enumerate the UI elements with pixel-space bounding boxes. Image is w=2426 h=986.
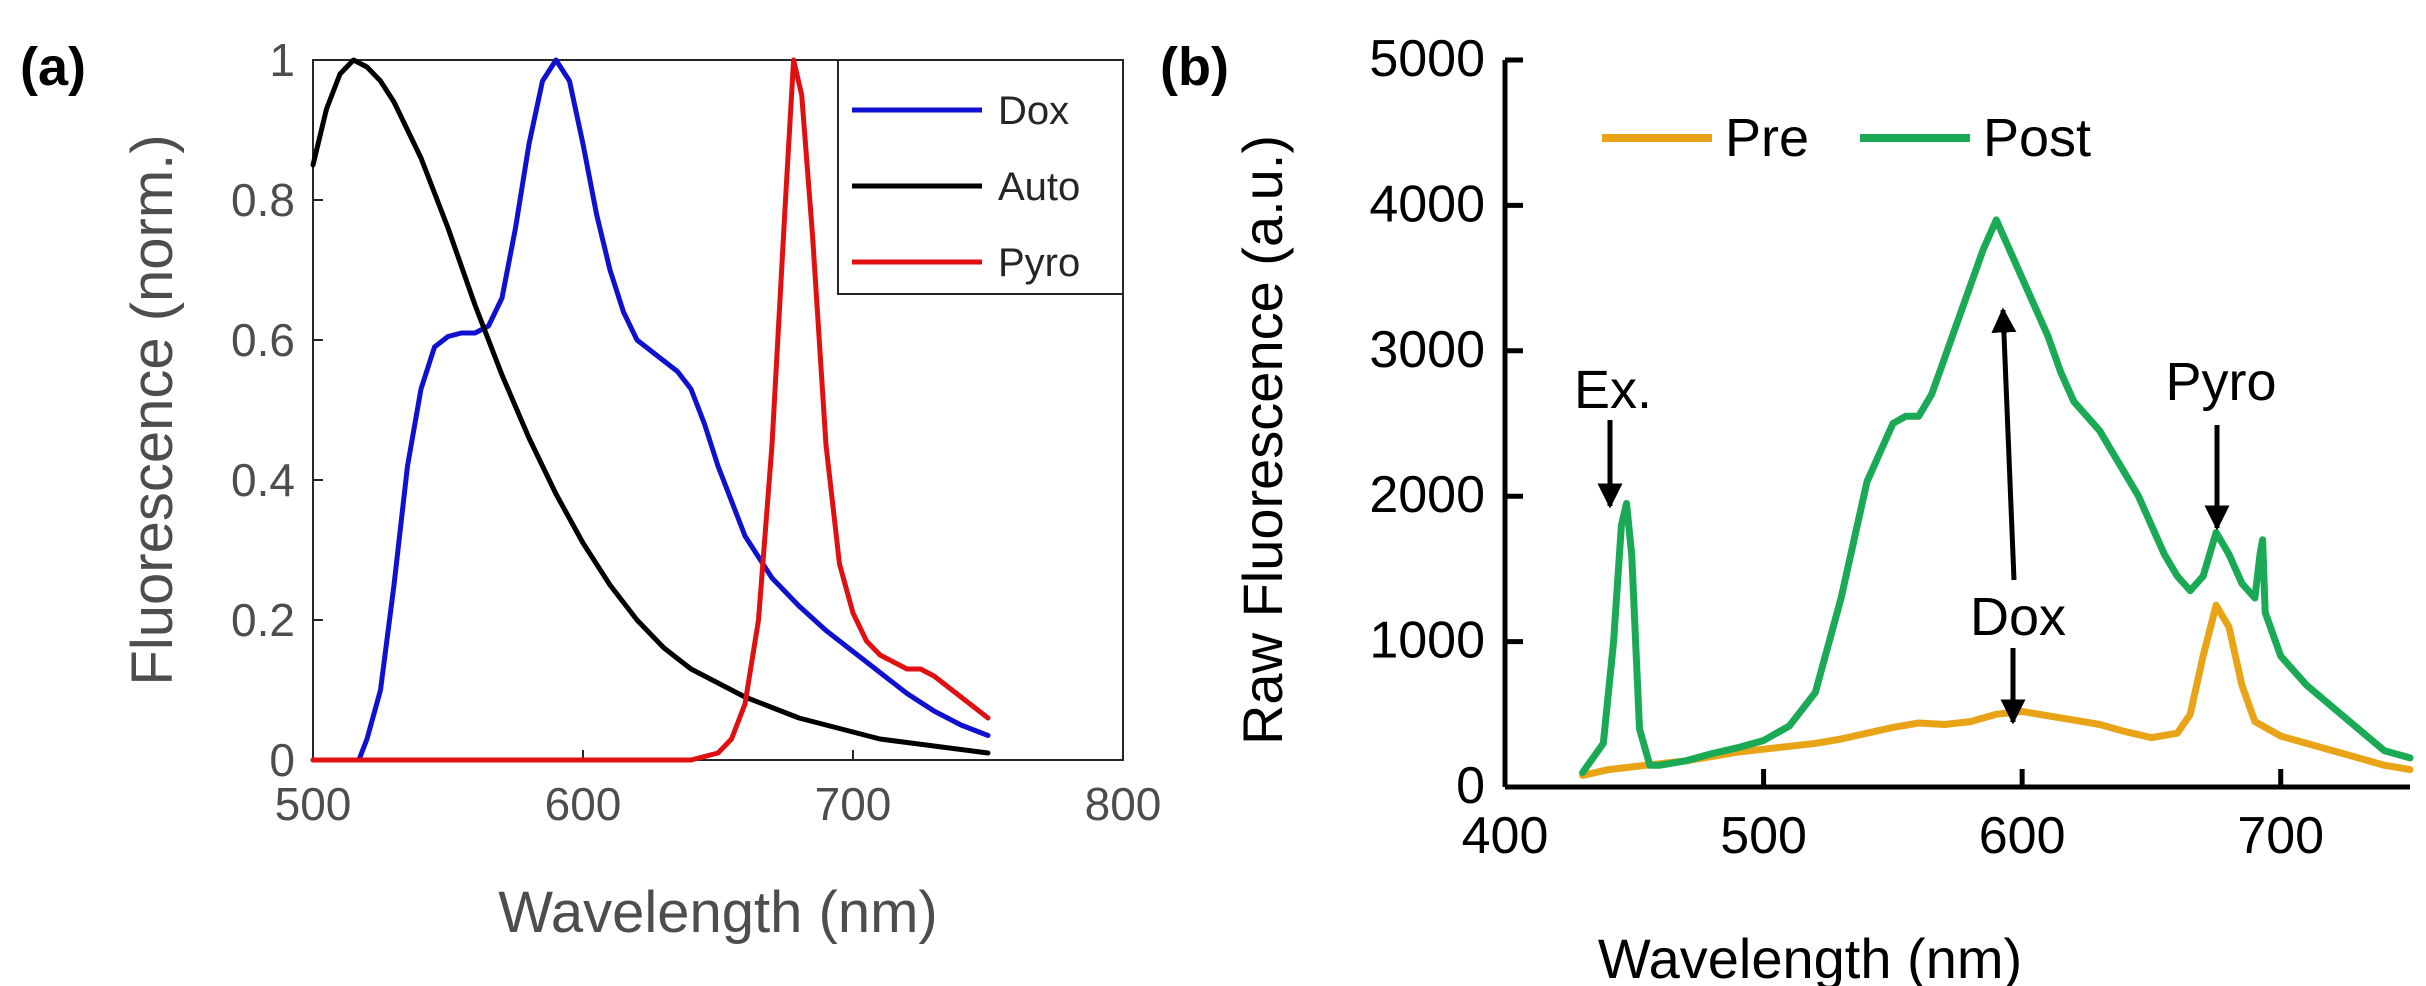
panel-a: (a) 500 600 700 800 0 0.2 0.4 0.6 0.8 1 Dox Auto … <box>20 34 1161 945</box>
panel-b-y-tick-label: 4000 <box>1369 175 1485 233</box>
series-line-post <box>1579 216 2414 776</box>
panel-a-y-tick-label: 0.8 <box>231 174 295 226</box>
series-line-dox <box>310 57 991 763</box>
panel-a-legend: Dox Auto Pyro <box>837 59 1124 295</box>
panel-b-y-tick-label: 1000 <box>1369 612 1485 670</box>
panel-b-x-axis-label: Wavelength (nm) <box>1598 927 2022 986</box>
panel-b-x-tick-label: 600 <box>1979 807 2066 865</box>
legend-label-post: Post <box>1983 108 2091 168</box>
panel-a-legend-box <box>837 59 1124 295</box>
panel-b-ticks: 400 500 600 700 0 1000 2000 3000 4000 5000 <box>1369 30 2324 865</box>
panel-a-x-tick-label: 700 <box>815 778 892 830</box>
panel-a-x-tick-label: 800 <box>1085 778 1162 830</box>
panel-a-x-tick-label: 600 <box>545 778 622 830</box>
legend-label-pyro: Pyro <box>998 241 1080 285</box>
panel-b-x-tick-label: 500 <box>1720 807 1807 865</box>
annotation-ex: Ex. <box>1574 360 1652 420</box>
panel-b-y-tick-label: 5000 <box>1369 30 1485 88</box>
legend-label-pre: Pre <box>1725 108 1809 168</box>
panel-a-series <box>310 57 991 763</box>
panel-a-y-axis-label: Fluorescence (norm.) <box>120 134 185 685</box>
panel-a-y-tick-label: 0.2 <box>231 594 295 646</box>
series-line-auto <box>310 57 991 756</box>
annotation-dox: Dox <box>1970 587 2066 647</box>
panel-b-letter: (b) <box>1160 37 1229 97</box>
panel-b: (b) 400 500 600 700 0 1000 2000 3000 4000 5000 Pr… <box>1160 30 2414 986</box>
series-line-pyro <box>310 57 991 763</box>
panel-a-ticks: 500 600 700 800 0 0.2 0.4 0.6 0.8 1 <box>231 34 1161 830</box>
panel-b-series <box>1579 216 2414 779</box>
panel-b-y-tick-label: 2000 <box>1369 466 1485 524</box>
panel-b-y-tick-label: 0 <box>1456 757 1485 815</box>
panel-b-y-axis-label: Raw Fluorescence (a.u.) <box>1231 135 1294 745</box>
panel-b-x-tick-label: 700 <box>2237 807 2324 865</box>
legend-label-dox: Dox <box>998 89 1069 133</box>
panel-a-y-tick-label: 0 <box>269 734 295 786</box>
series-line-pre <box>1579 601 2414 779</box>
panel-a-letter: (a) <box>20 37 86 97</box>
panel-a-y-tick-label: 1 <box>269 34 295 86</box>
arrow-dox-up <box>1991 307 2017 581</box>
annotation-pyro: Pyro <box>2165 352 2276 412</box>
panel-b-annotations: Ex. Dox Pyro <box>1574 307 2277 725</box>
panel-b-y-tick-label: 3000 <box>1369 321 1485 379</box>
panel-a-y-tick-label: 0.6 <box>231 314 295 366</box>
panel-b-x-tick-label: 400 <box>1462 807 1549 865</box>
legend-label-auto: Auto <box>998 165 1080 209</box>
panel-a-y-tick-label: 0.4 <box>231 454 295 506</box>
panel-a-x-tick-label: 500 <box>275 778 352 830</box>
panel-b-legend: Pre Post <box>1602 108 2091 168</box>
panel-a-x-axis-label: Wavelength (nm) <box>498 880 937 945</box>
